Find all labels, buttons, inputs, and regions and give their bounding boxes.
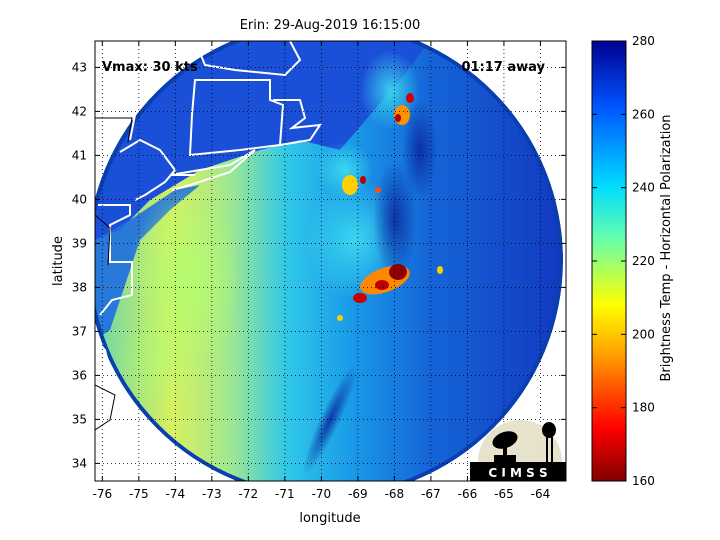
x-tick-label: -76 [92,487,112,501]
y-tick-label: 42 [72,104,87,118]
chart-title: Erin: 29-Aug-2019 16:15:00 [240,18,421,33]
vmax-annotation: Vmax: 30 kts [102,60,198,75]
x-tick-label: -72 [239,487,259,501]
x-tick-label: -70 [312,487,332,501]
plot-area: Vmax: 30 kts 01:17 away C I M S S [94,40,567,482]
x-tick-label: -66 [458,487,478,501]
cold-cells [337,93,443,321]
colorbar-tick-label: 220 [632,254,655,268]
x-tick-label: -65 [494,487,514,501]
x-tick-label: -68 [385,487,405,501]
microwave-swath [95,41,563,481]
x-tick-label: -67 [421,487,441,501]
x-tick-label: -74 [166,487,186,501]
x-tick-label: -69 [348,487,368,501]
colorbar-tick-label: 260 [632,107,655,121]
x-tick-label: -73 [202,487,222,501]
y-tick-label: 37 [72,324,87,338]
y-tick-label: 39 [72,236,87,250]
water-tower-icon [542,422,556,462]
time-away-annotation: 01:17 away [461,60,545,75]
colorbar-ticks: 160 180 200 220 240 260 280 [592,34,655,488]
y-tick-label: 36 [72,368,87,382]
land-region [95,41,430,240]
colorbar-tick-label: 280 [632,34,655,48]
colorbar-label: Brightness Temp - Horizontal Polarizatio… [659,114,674,381]
cimss-logo: C I M S S [470,420,566,481]
colorbar-tick-label: 240 [632,181,655,195]
y-tick-label: 40 [72,192,87,206]
colorbar-tick-label: 160 [632,474,655,488]
logo-dome [478,420,562,462]
x-axis-label: longitude [299,511,360,526]
y-tick-label: 34 [72,456,87,470]
coastlines [95,41,323,426]
y-tick-label: 41 [72,148,87,162]
y-tick-label: 38 [72,280,87,294]
logo-banner [470,462,566,481]
y-tick-label: 43 [72,60,87,74]
x-tick-label: -64 [531,487,551,501]
plot-frame [94,40,567,482]
y-axis: 34 35 36 37 38 39 40 41 42 43 [72,60,566,470]
y-axis-label: latitude [51,236,66,286]
logo-text: C I M S S [488,466,547,480]
x-tick-label: -75 [129,487,149,501]
x-tick-label: -71 [275,487,295,501]
colorbar-tick-label: 180 [632,401,655,415]
colorbar-tick-label: 200 [632,327,655,341]
x-axis: -76 -75 -74 -73 -72 -71 -70 -69 -68 -67 -66 -65 -64 [92,41,550,501]
y-tick-label: 35 [72,412,87,426]
satellite-dish-icon [492,431,518,462]
colorbar: 160 180 200 220 240 260 280 Brightness Temp - … [591,34,674,488]
colorbar-gradient [591,40,627,482]
